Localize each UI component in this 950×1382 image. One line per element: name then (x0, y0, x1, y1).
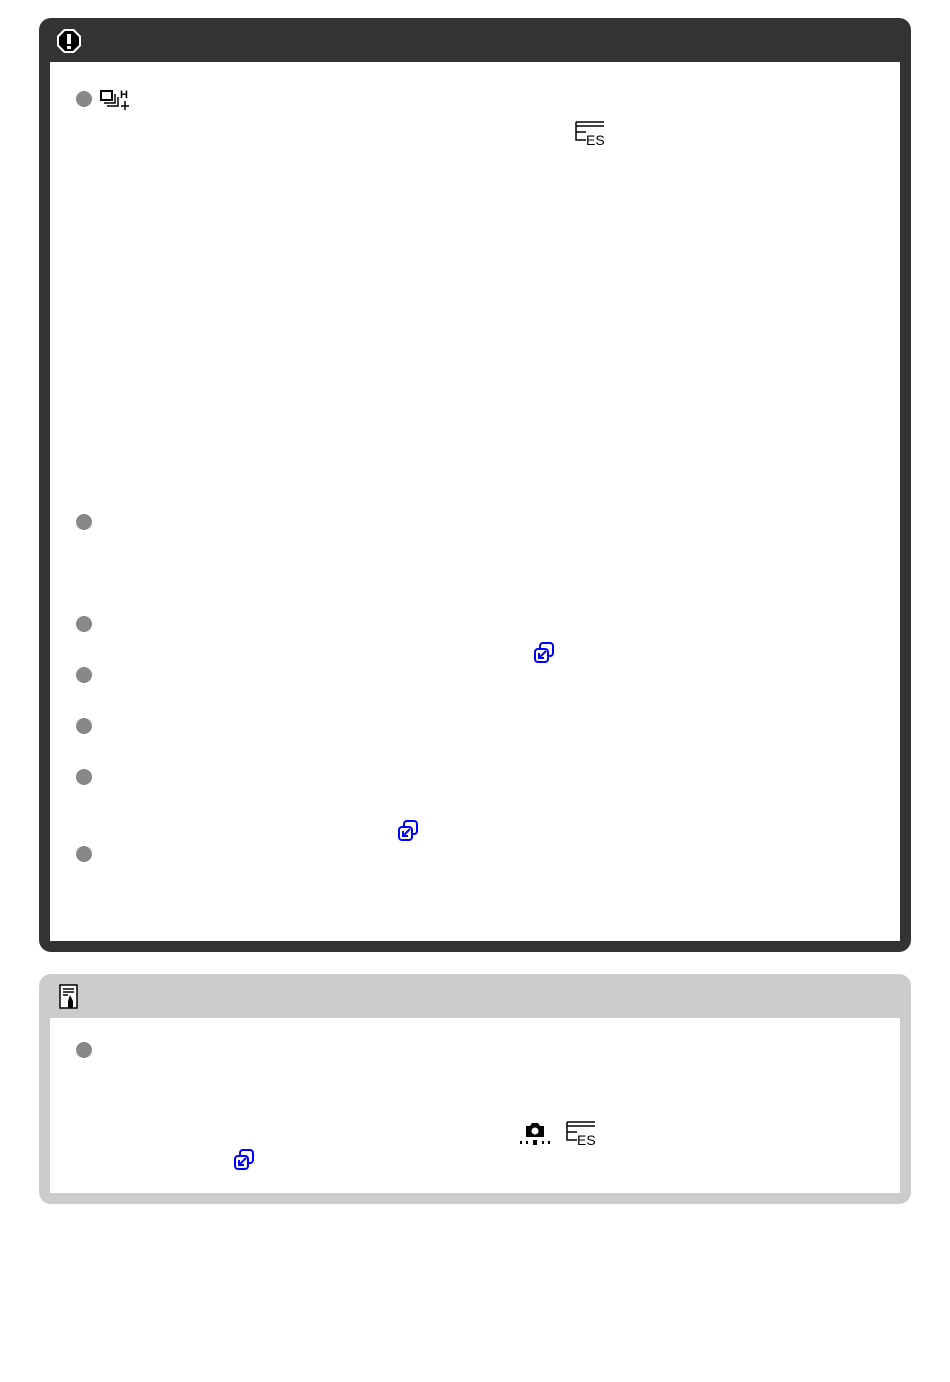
caution-box: H ES (39, 18, 911, 952)
bullet (76, 514, 92, 530)
note-content: ES (50, 1018, 900, 1193)
bullet (76, 91, 92, 107)
bullet (76, 616, 92, 632)
high-speed-continuous-plus-icon: H (100, 89, 129, 110)
page-link-icon[interactable] (533, 642, 555, 664)
svg-text:ES: ES (577, 1132, 596, 1146)
caution-exclamation-icon (57, 29, 81, 53)
electronic-shutter-icon: ES (566, 1121, 596, 1146)
bullet (76, 1042, 92, 1058)
bullet (76, 667, 92, 683)
caution-content: H ES (50, 62, 900, 941)
note-memo-icon (59, 984, 78, 1009)
note-box: ES (39, 974, 911, 1204)
svg-text:H: H (120, 89, 128, 101)
svg-text:ES: ES (586, 132, 605, 146)
electronic-shutter-icon: ES (575, 121, 605, 146)
bullet (76, 769, 92, 785)
page-link-icon[interactable] (233, 1149, 255, 1171)
page-link-icon[interactable] (397, 820, 419, 842)
shooting-settings-camera-icon (520, 1123, 550, 1145)
bullet (76, 846, 92, 862)
bullet (76, 718, 92, 734)
